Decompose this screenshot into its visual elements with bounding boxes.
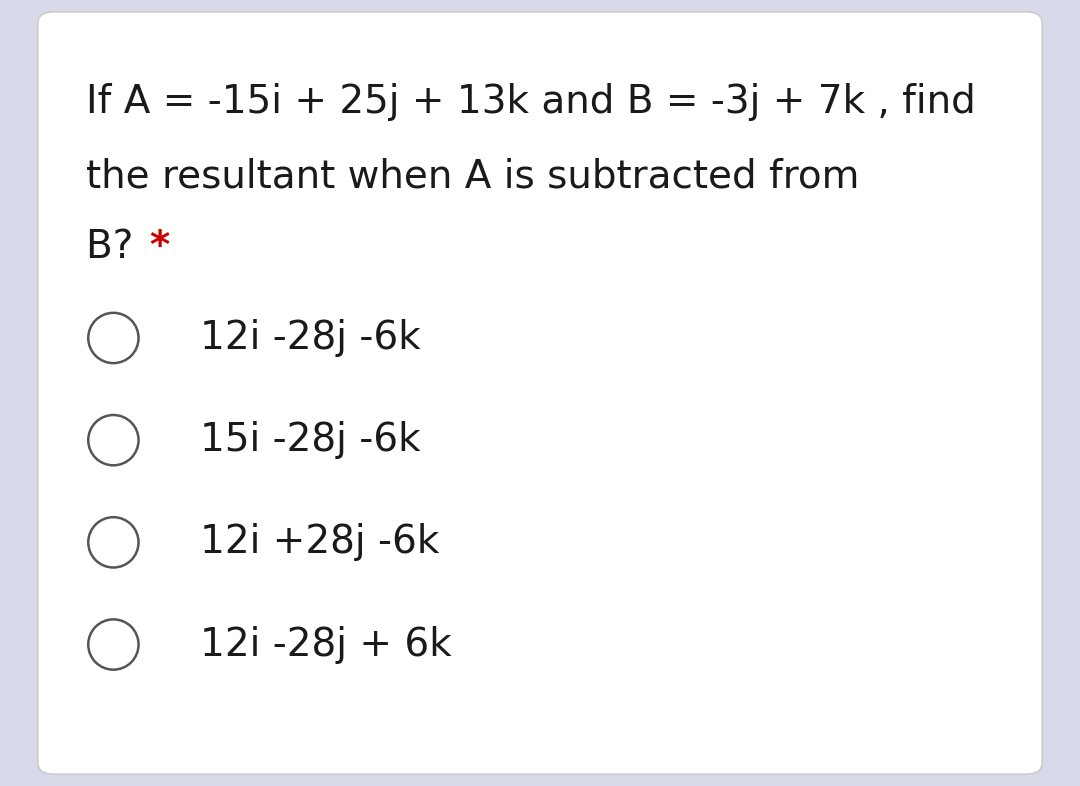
- Text: *: *: [149, 228, 170, 266]
- Text: 12i -28j + 6k: 12i -28j + 6k: [200, 626, 451, 663]
- Text: 12i -28j -6k: 12i -28j -6k: [200, 319, 420, 357]
- Text: B?: B?: [86, 228, 146, 266]
- Text: 15i -28j -6k: 15i -28j -6k: [200, 421, 420, 459]
- Text: 12i +28j -6k: 12i +28j -6k: [200, 523, 440, 561]
- Text: If A = -15i + 25j + 13k and B = -3j + 7k , find: If A = -15i + 25j + 13k and B = -3j + 7k…: [86, 83, 976, 120]
- Text: the resultant when A is subtracted from: the resultant when A is subtracted from: [86, 157, 860, 195]
